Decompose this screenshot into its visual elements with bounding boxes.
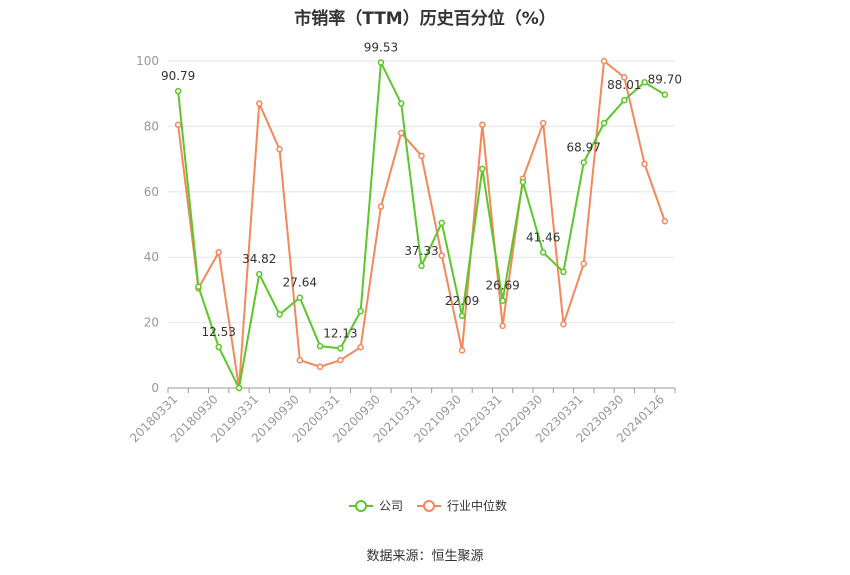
data-label: 27.64 [283, 276, 317, 290]
data-point [276, 146, 283, 153]
data-point [560, 268, 567, 276]
data-point [418, 152, 425, 160]
data-point [174, 121, 182, 129]
data-point [276, 311, 283, 318]
data-label: 26.69 [485, 279, 519, 293]
data-label: 68.97 [567, 140, 601, 154]
data-point [499, 297, 506, 304]
data-point [337, 345, 344, 352]
legend-marker [355, 500, 367, 512]
data-point [296, 294, 304, 301]
data-label: 22.09 [445, 294, 479, 308]
data-point [621, 96, 628, 104]
data-label: 12.53 [202, 325, 236, 339]
y-tick-label: 80 [144, 119, 159, 133]
data-label: 89.70 [648, 73, 682, 87]
data-point [397, 100, 405, 107]
data-point [195, 283, 202, 290]
data-point [539, 249, 547, 256]
data-point [316, 342, 324, 350]
data-point [641, 79, 648, 86]
data-point [560, 320, 567, 328]
data-label: 88.01 [607, 78, 641, 92]
data-label: 41.46 [526, 230, 560, 244]
data-point [357, 307, 364, 315]
data-point [256, 270, 263, 278]
data-point [479, 165, 486, 173]
y-tick-label: 60 [144, 185, 159, 199]
data-point [418, 262, 425, 270]
data-point [519, 178, 527, 186]
y-tick-label: 100 [136, 54, 159, 68]
data-point [215, 249, 222, 256]
data-point [641, 160, 648, 168]
data-point [580, 159, 587, 166]
data-point [438, 219, 446, 227]
data-point [235, 384, 243, 392]
data-label: 12.13 [323, 326, 357, 340]
data-source-note: 数据来源：恒生聚源 [366, 549, 484, 564]
data-label: 99.53 [364, 41, 398, 55]
data-point [499, 322, 506, 330]
data-point [661, 217, 669, 225]
legend-marker [423, 500, 435, 512]
data-point [337, 356, 344, 364]
data-point [600, 57, 608, 65]
data-point [539, 119, 547, 127]
data-point [397, 129, 405, 137]
data-point [377, 203, 385, 210]
legend-label: 行业中位数 [447, 498, 507, 513]
series-line [177, 60, 666, 389]
data-point [316, 363, 324, 370]
data-point [621, 74, 628, 81]
data-label: 90.79 [161, 69, 195, 83]
y-tick-label: 0 [151, 381, 159, 395]
data-point [479, 121, 486, 129]
data-point [600, 119, 608, 127]
data-point [377, 59, 385, 66]
data-point [438, 252, 446, 259]
data-point [458, 312, 466, 320]
data-point [256, 100, 263, 107]
data-point [174, 87, 182, 95]
data-point [580, 260, 587, 267]
data-point [661, 91, 669, 98]
y-tick-label: 20 [144, 316, 159, 330]
data-point [296, 356, 304, 364]
data-point [458, 347, 466, 354]
data-point [215, 343, 222, 351]
data-label: 37.33 [404, 244, 438, 258]
chart-title: 市销率（TTM）历史百分位（%） [294, 9, 556, 29]
data-label: 34.82 [242, 252, 276, 266]
y-tick-label: 40 [144, 250, 159, 264]
legend-label: 公司 [379, 499, 403, 513]
data-point [357, 343, 364, 351]
